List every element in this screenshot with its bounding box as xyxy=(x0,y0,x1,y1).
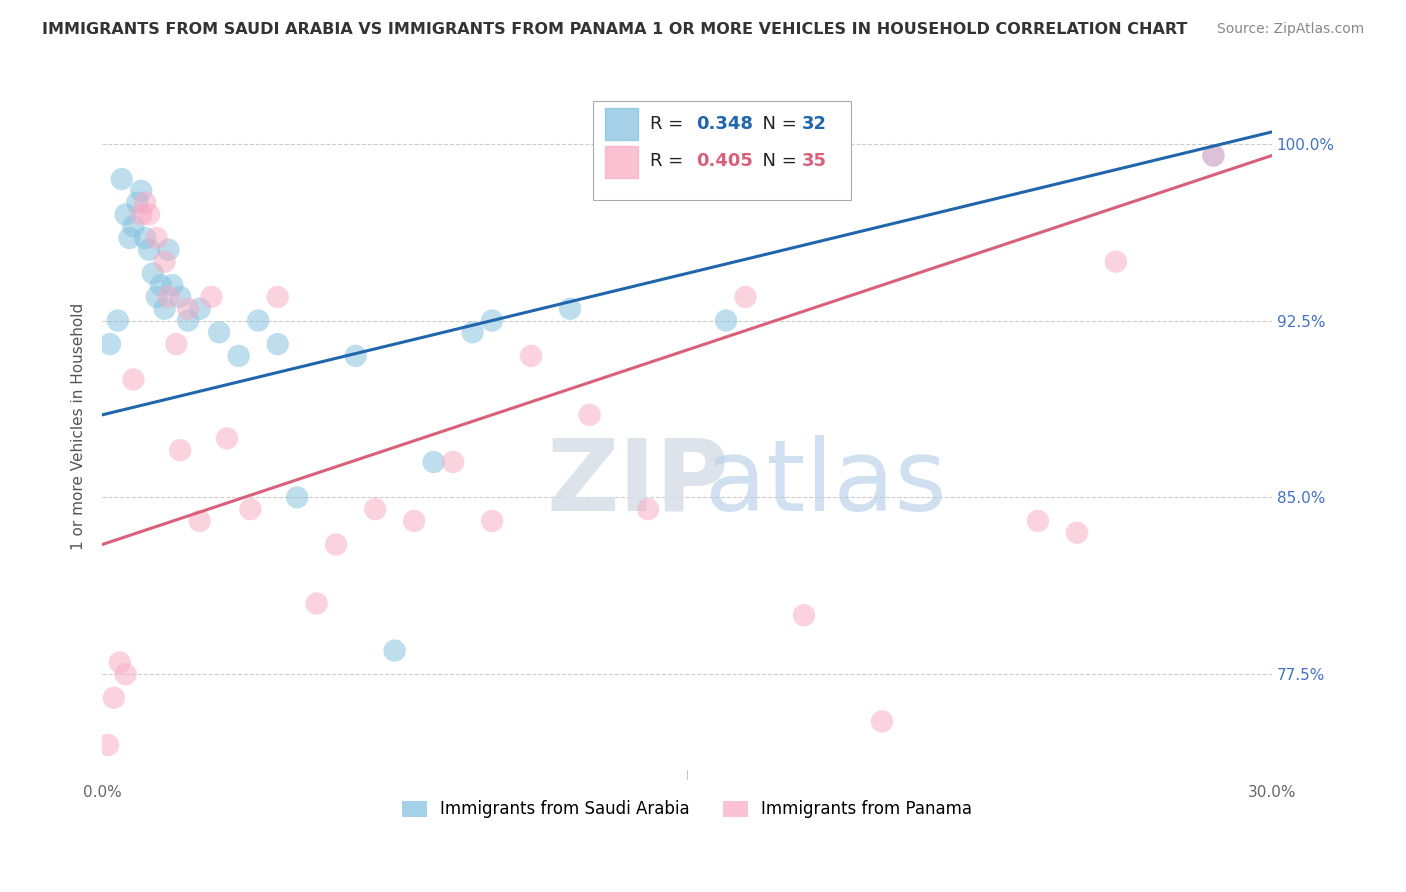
Point xyxy=(344,349,367,363)
Point xyxy=(138,207,160,221)
Point xyxy=(177,301,200,316)
Point xyxy=(384,643,406,657)
Point xyxy=(441,455,464,469)
Point xyxy=(138,243,160,257)
Point xyxy=(118,231,141,245)
Point xyxy=(108,656,131,670)
Text: 0.348: 0.348 xyxy=(696,115,754,133)
Point xyxy=(142,266,165,280)
Point xyxy=(177,313,200,327)
Point xyxy=(200,290,222,304)
Point xyxy=(1202,148,1225,162)
Text: IMMIGRANTS FROM SAUDI ARABIA VS IMMIGRANTS FROM PANAMA 1 OR MORE VEHICLES IN HOU: IMMIGRANTS FROM SAUDI ARABIA VS IMMIGRAN… xyxy=(42,22,1188,37)
Point xyxy=(578,408,600,422)
Point xyxy=(111,172,134,186)
Point xyxy=(239,502,262,516)
Point xyxy=(114,667,136,681)
Point xyxy=(1026,514,1049,528)
Point xyxy=(793,608,815,623)
Legend: Immigrants from Saudi Arabia, Immigrants from Panama: Immigrants from Saudi Arabia, Immigrants… xyxy=(395,794,979,825)
Text: Source: ZipAtlas.com: Source: ZipAtlas.com xyxy=(1216,22,1364,37)
Point xyxy=(422,455,444,469)
Point xyxy=(520,349,543,363)
Point xyxy=(558,301,581,316)
Point xyxy=(153,301,176,316)
Point xyxy=(114,207,136,221)
Text: atlas: atlas xyxy=(704,434,946,532)
Point xyxy=(228,349,250,363)
Point xyxy=(122,372,145,386)
Point xyxy=(98,337,121,351)
Point xyxy=(1066,525,1088,540)
Point xyxy=(481,514,503,528)
Point xyxy=(107,313,129,327)
Point xyxy=(188,301,211,316)
Point xyxy=(129,184,152,198)
Point xyxy=(714,313,737,327)
Point xyxy=(285,491,308,505)
Point xyxy=(364,502,387,516)
Point xyxy=(169,290,191,304)
Point xyxy=(134,195,156,210)
Bar xyxy=(605,108,638,140)
Point xyxy=(153,254,176,268)
Point xyxy=(127,195,149,210)
Text: 0.405: 0.405 xyxy=(696,153,754,170)
Point xyxy=(134,231,156,245)
FancyBboxPatch shape xyxy=(593,102,851,201)
Point xyxy=(870,714,893,729)
Text: 32: 32 xyxy=(801,115,827,133)
Point xyxy=(461,326,484,340)
Point xyxy=(247,313,270,327)
Text: N =: N = xyxy=(751,153,803,170)
Point xyxy=(266,290,288,304)
Text: ZIP: ZIP xyxy=(547,434,730,532)
Point xyxy=(169,443,191,458)
Point xyxy=(149,278,172,293)
Point xyxy=(637,502,659,516)
Point xyxy=(481,313,503,327)
Text: N =: N = xyxy=(751,115,803,133)
Point xyxy=(103,690,125,705)
Text: R =: R = xyxy=(650,115,689,133)
Text: 35: 35 xyxy=(801,153,827,170)
Point xyxy=(129,207,152,221)
Point xyxy=(122,219,145,234)
Point xyxy=(146,290,169,304)
Point xyxy=(325,537,347,551)
Point xyxy=(165,337,187,351)
Point xyxy=(162,278,184,293)
Point xyxy=(157,290,180,304)
Point xyxy=(188,514,211,528)
Point xyxy=(146,231,169,245)
Point xyxy=(305,597,328,611)
Point xyxy=(157,243,180,257)
Y-axis label: 1 or more Vehicles in Household: 1 or more Vehicles in Household xyxy=(72,303,86,550)
Bar xyxy=(605,145,638,178)
Point xyxy=(1105,254,1128,268)
Text: R =: R = xyxy=(650,153,689,170)
Point xyxy=(208,326,231,340)
Point xyxy=(1202,148,1225,162)
Point xyxy=(266,337,288,351)
Point xyxy=(215,432,238,446)
Point xyxy=(734,290,756,304)
Point xyxy=(97,738,120,752)
Point xyxy=(404,514,426,528)
